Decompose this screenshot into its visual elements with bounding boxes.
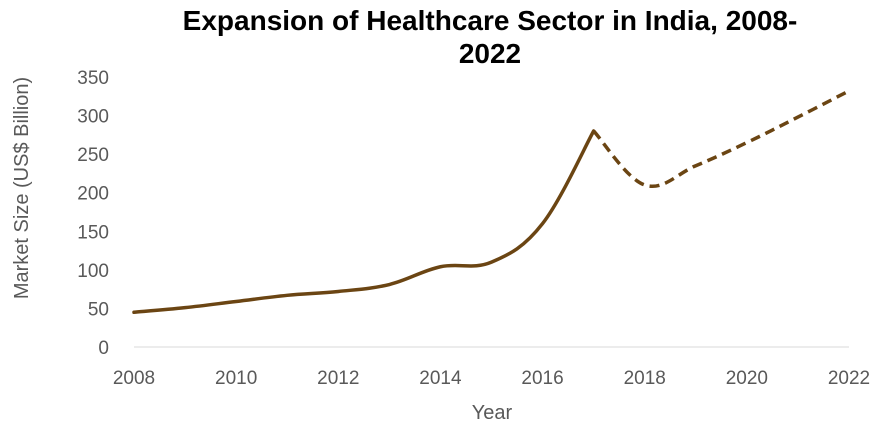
x-tick-label: 2016 (521, 368, 563, 389)
y-tick-label: 100 (77, 261, 109, 282)
y-tick-label: 250 (77, 145, 109, 166)
series-line-forecast (592, 89, 850, 189)
x-axis-ticks: 2008 2010 2012 2014 2016 2018 2020 2022 (113, 368, 870, 389)
x-tick-label: 2010 (215, 368, 257, 389)
series-line-actual (132, 129, 596, 315)
x-tick-label: 2020 (726, 368, 768, 389)
y-tick-label: 0 (98, 338, 109, 359)
chart-title-line-1: Expansion of Healthcare Sector in India,… (182, 5, 798, 36)
y-axis-title: Market Size (US$ Billion) (11, 77, 33, 299)
y-tick-label: 350 (77, 68, 109, 89)
y-axis-ticks: 0 50 100 150 200 250 300 350 (77, 68, 109, 359)
x-tick-label: 2022 (828, 368, 870, 389)
chart-title-line-2: 2022 (458, 38, 522, 69)
y-tick-label: 50 (88, 299, 109, 320)
y-tick-label: 150 (77, 222, 109, 243)
series-group (132, 89, 850, 315)
x-tick-label: 2014 (419, 368, 462, 389)
x-tick-label: 2018 (624, 368, 666, 389)
y-tick-label: 200 (77, 184, 109, 205)
x-axis-title: Year (472, 402, 513, 424)
x-tick-label: 2008 (113, 368, 155, 389)
y-tick-label: 300 (77, 107, 109, 128)
chart-title: Expansion of Healthcare Sector in India,… (110, 4, 870, 70)
x-tick-label: 2012 (317, 368, 359, 389)
